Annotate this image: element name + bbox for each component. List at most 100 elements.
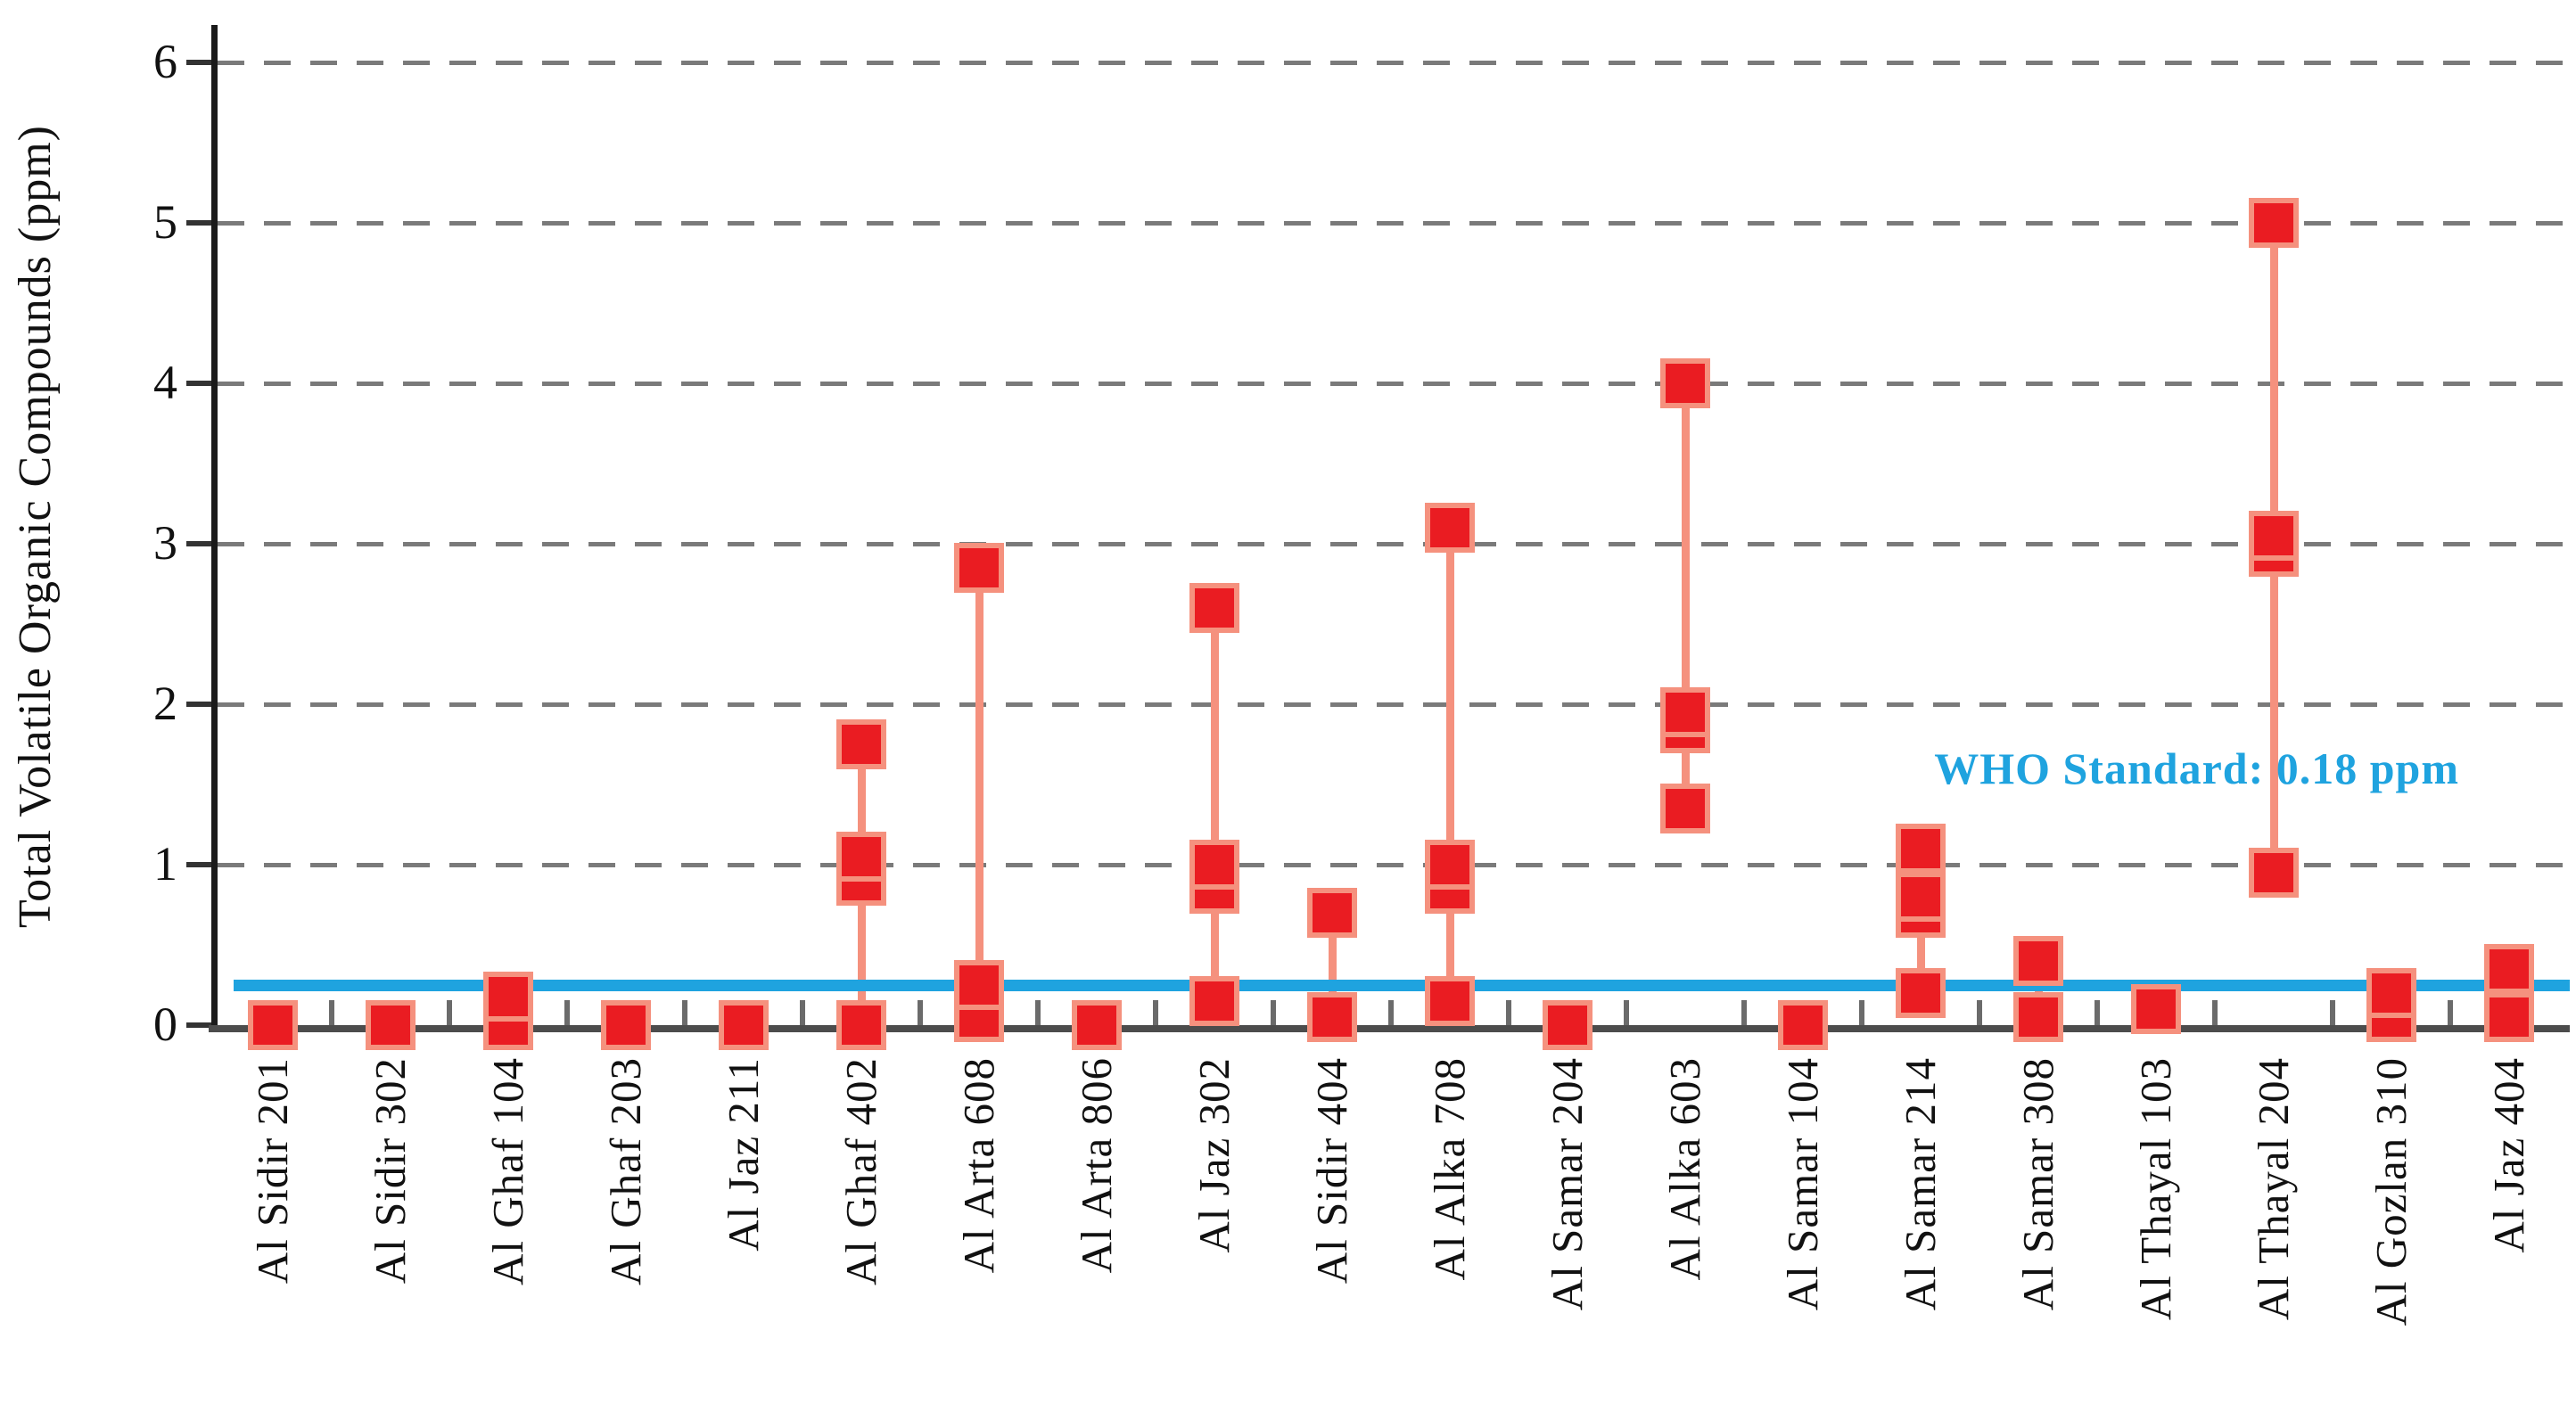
x-axis-line	[209, 1025, 2570, 1032]
x-category-label-9: Al Jaz 302	[1189, 1057, 1239, 1253]
marker-al-jaz-404-0	[2484, 992, 2534, 1042]
y-tick-label-1: 1	[153, 837, 177, 891]
x-minor-tick-10	[1388, 1000, 1394, 1025]
x-minor-tick-16	[2095, 1000, 2100, 1025]
x-category-label-11: Al Alka 708	[1425, 1057, 1474, 1281]
x-minor-tick-2	[447, 1000, 452, 1025]
marker-al-jaz-404-1	[2484, 944, 2534, 994]
x-category-label-17: Al Thayal 103	[2131, 1057, 2180, 1321]
x-category-label-5: Al Jaz 211	[719, 1057, 768, 1252]
marker-al-gozlan-310-1	[2366, 968, 2416, 1018]
marker-al-alka-603-3	[1660, 358, 1710, 408]
range-connector-6	[975, 568, 983, 1017]
y-tick-2	[186, 702, 211, 707]
marker-al-alka-708-2	[1425, 840, 1475, 890]
marker-al-sidir-404-0	[1307, 992, 1357, 1042]
x-minor-tick-13	[1741, 1000, 1747, 1025]
range-connector-9	[1328, 913, 1337, 1017]
x-minor-tick-18	[2330, 1000, 2335, 1025]
marker-al-alka-603-0	[1660, 784, 1710, 833]
who-standard-line	[234, 980, 2570, 991]
x-category-label-3: Al Ghaf 104	[483, 1057, 532, 1285]
x-category-label-15: Al Samar 214	[1896, 1057, 1945, 1311]
y-tick-4	[186, 381, 211, 386]
x-minor-tick-5	[800, 1000, 805, 1025]
marker-al-ghaf-402-2	[836, 832, 886, 882]
y-tick-3	[186, 541, 211, 546]
marker-al-sidir-404-1	[1307, 888, 1357, 938]
marker-al-thayal-103-0	[2131, 984, 2181, 1034]
marker-al-samar-308-0	[2013, 992, 2063, 1042]
marker-al-alka-708-0	[1425, 976, 1475, 1026]
x-minor-tick-15	[1977, 1000, 1982, 1025]
y-tick-label-4: 4	[153, 356, 177, 409]
who-standard-label: WHO Standard: 0.18 ppm	[1934, 743, 2459, 793]
marker-al-thayal-204-0	[2249, 848, 2299, 898]
range-connector-12	[1681, 383, 1690, 809]
y-tick-label-6: 6	[153, 35, 177, 88]
marker-al-arta-608-2	[954, 543, 1004, 593]
marker-al-alka-708-3	[1425, 503, 1475, 553]
marker-al-thayal-204-2	[2249, 511, 2299, 561]
marker-al-samar-104-0	[1778, 1000, 1828, 1050]
x-minor-tick-17	[2212, 1000, 2218, 1025]
gridline-y6	[218, 61, 2570, 65]
marker-al-arta-806-0	[1072, 1000, 1122, 1050]
x-category-label-10: Al Sidir 404	[1307, 1057, 1356, 1285]
y-tick-6	[186, 60, 211, 65]
x-minor-tick-1	[329, 1000, 334, 1025]
x-minor-tick-14	[1859, 1000, 1864, 1025]
marker-al-sidir-302-0	[366, 1000, 416, 1050]
marker-al-jaz-302-0	[1189, 976, 1239, 1026]
x-category-label-8: Al Arta 806	[1072, 1057, 1121, 1274]
marker-al-ghaf-104-1	[483, 971, 533, 1022]
gridline-y3	[218, 542, 2570, 546]
y-tick-label-0: 0	[153, 997, 177, 1051]
x-category-label-6: Al Ghaf 402	[836, 1057, 885, 1285]
x-minor-tick-7	[1035, 1000, 1041, 1025]
x-category-label-12: Al Samar 204	[1543, 1057, 1592, 1311]
x-minor-tick-3	[564, 1000, 570, 1025]
x-minor-tick-12	[1624, 1000, 1629, 1025]
range-connector-8	[1210, 608, 1219, 1001]
x-category-label-4: Al Ghaf 203	[601, 1057, 650, 1285]
marker-al-samar-214-3	[1896, 824, 1946, 874]
marker-al-ghaf-402-3	[836, 719, 886, 769]
x-minor-tick-4	[682, 1000, 687, 1025]
y-tick-label-3: 3	[153, 516, 177, 570]
marker-al-ghaf-203-0	[601, 1000, 651, 1050]
gridline-y5	[218, 221, 2570, 226]
marker-al-samar-214-0	[1896, 968, 1946, 1018]
marker-al-arta-608-1	[954, 960, 1004, 1010]
range-connector-10	[1445, 528, 1454, 1001]
x-minor-tick-6	[918, 1000, 923, 1025]
x-category-label-2: Al Sidir 302	[366, 1057, 415, 1285]
marker-al-samar-214-2	[1896, 872, 1946, 922]
x-category-label-14: Al Samar 104	[1778, 1057, 1827, 1311]
marker-al-alka-603-2	[1660, 687, 1710, 737]
y-tick-label-5: 5	[153, 195, 177, 249]
gridline-y2	[218, 702, 2570, 707]
x-minor-tick-8	[1153, 1000, 1158, 1025]
x-category-label-7: Al Arta 608	[954, 1057, 1003, 1274]
x-category-label-1: Al Sidir 201	[248, 1057, 297, 1285]
marker-al-sidir-201-0	[248, 1000, 298, 1050]
marker-al-thayal-204-3	[2249, 198, 2299, 248]
x-category-label-19: Al Gozlan 310	[2366, 1057, 2416, 1326]
gridline-y1	[218, 863, 2570, 867]
y-tick-0	[186, 1022, 211, 1028]
x-category-label-20: Al Jaz 404	[2484, 1057, 2533, 1253]
x-category-label-13: Al Alka 603	[1660, 1057, 1709, 1281]
x-minor-tick-9	[1271, 1000, 1276, 1025]
marker-al-jaz-211-0	[719, 1000, 769, 1050]
marker-al-jaz-302-2	[1189, 840, 1239, 890]
marker-al-samar-204-0	[1543, 1000, 1593, 1050]
x-category-label-16: Al Samar 308	[2013, 1057, 2062, 1311]
x-category-label-18: Al Thayal 204	[2249, 1057, 2298, 1321]
gridline-y4	[218, 382, 2570, 386]
y-tick-label-2: 2	[153, 677, 177, 730]
marker-al-jaz-302-3	[1189, 583, 1239, 633]
y-tick-5	[186, 220, 211, 226]
